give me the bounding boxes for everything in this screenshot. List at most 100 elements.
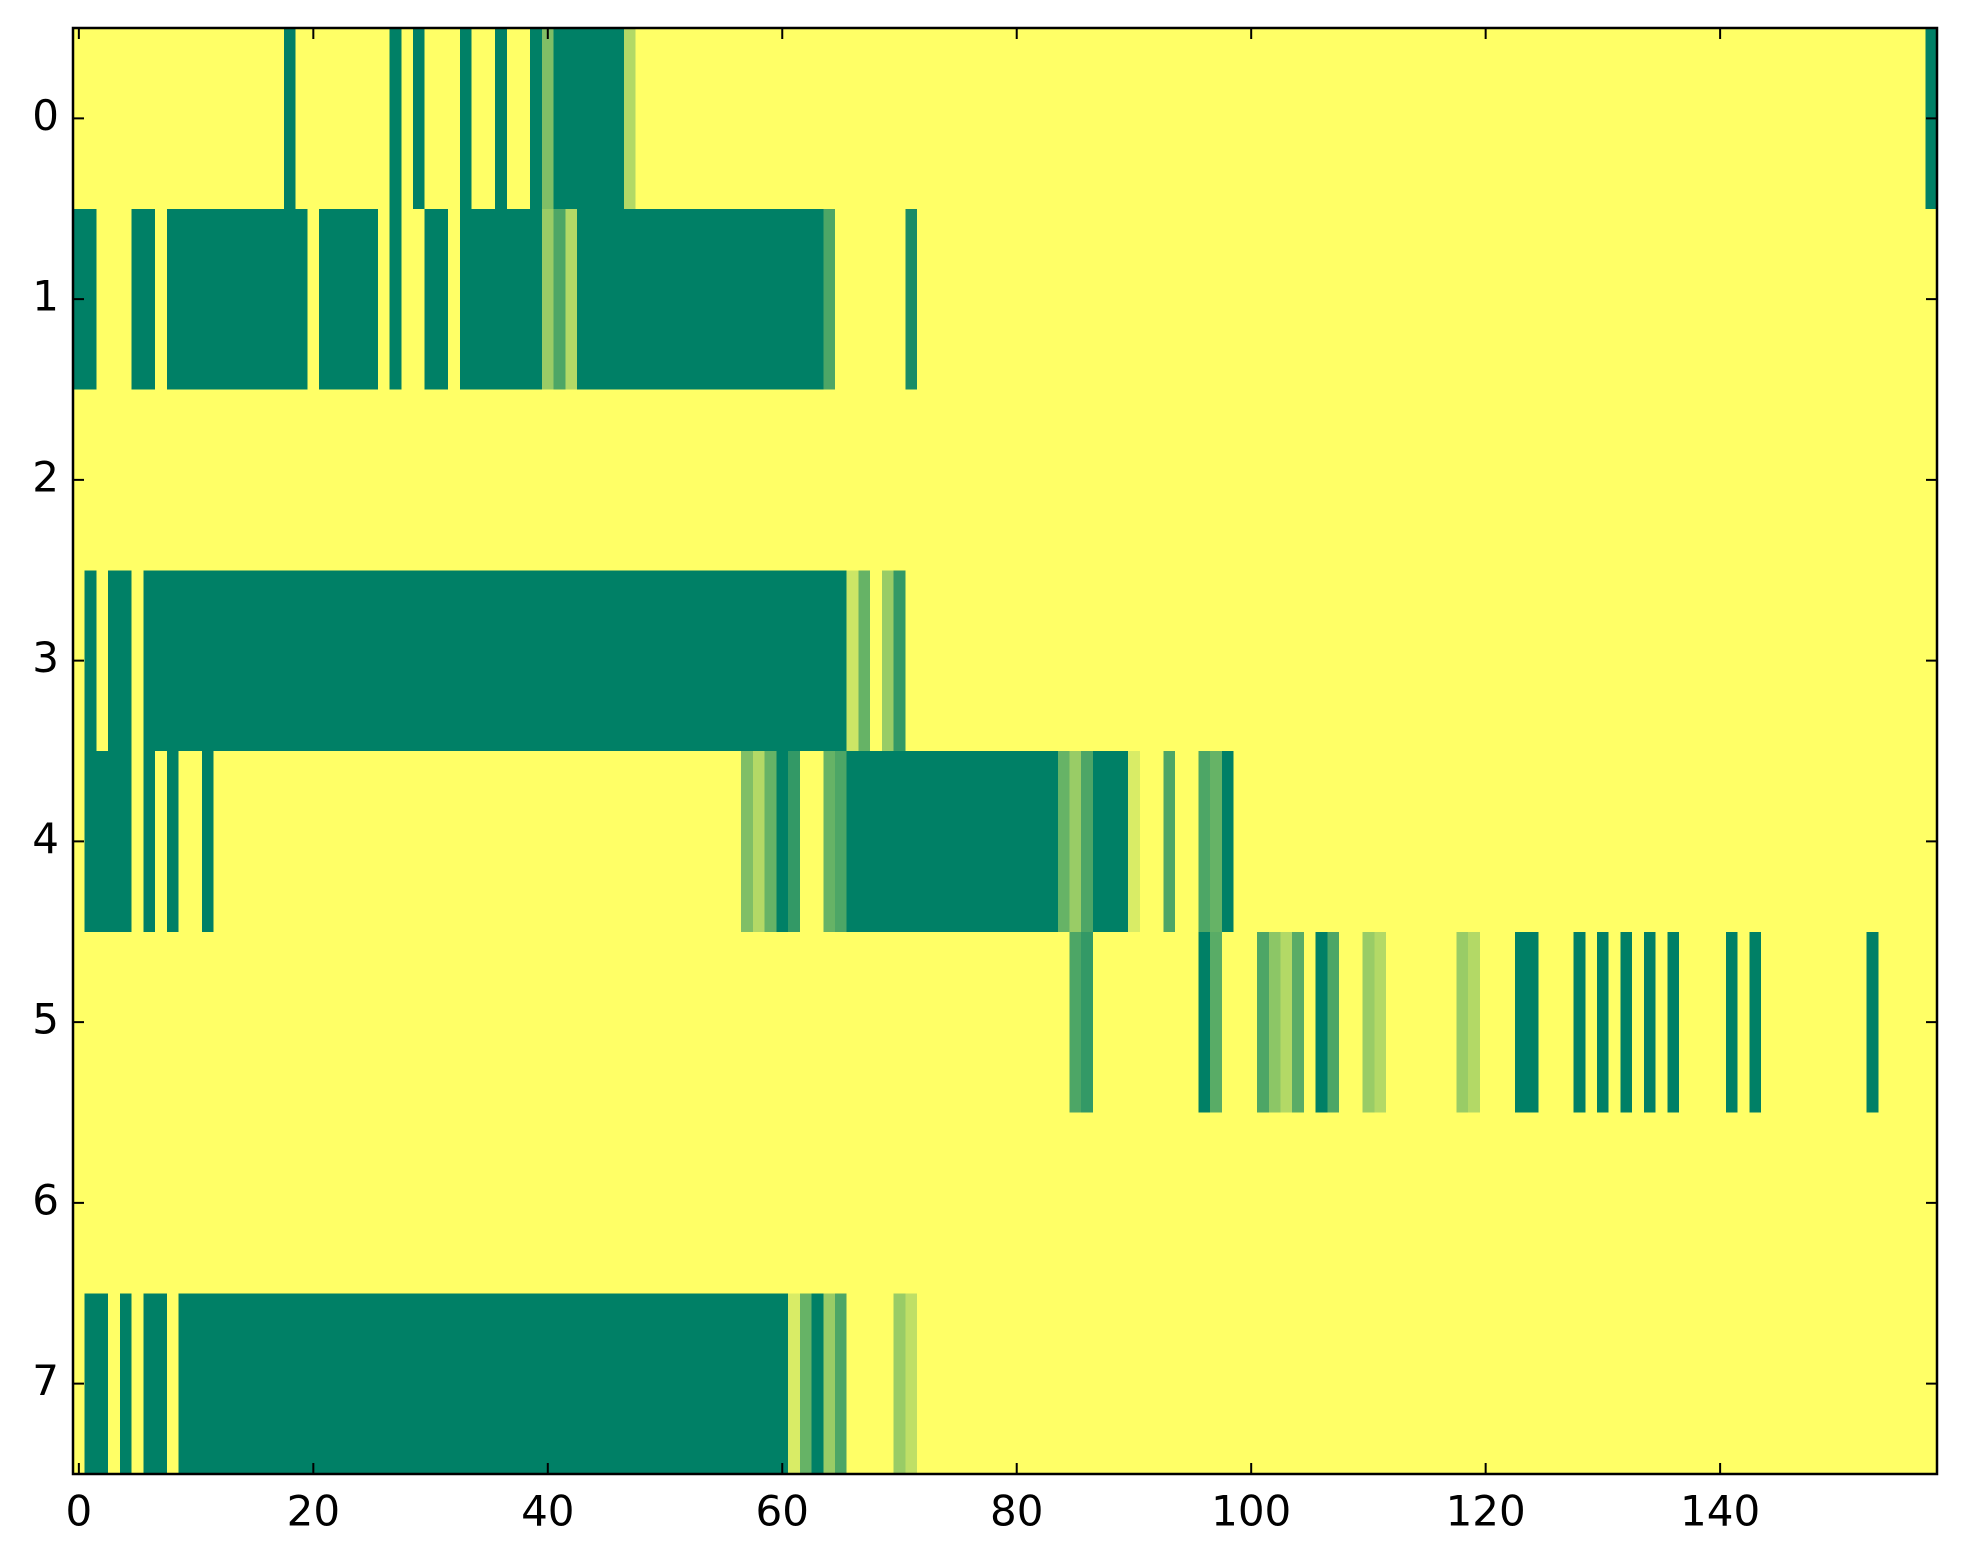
heatmap-cell — [553, 1293, 566, 1475]
heatmap-cell — [823, 1293, 836, 1475]
heatmap-cell — [835, 389, 848, 571]
heatmap-cell — [917, 28, 930, 210]
heatmap-cell — [131, 1112, 144, 1294]
heatmap-cell — [1667, 751, 1680, 933]
heatmap-cell — [143, 1112, 156, 1294]
heatmap-cell — [1198, 570, 1211, 752]
heatmap-cell — [1397, 389, 1411, 571]
heatmap-cell — [213, 931, 227, 1114]
heatmap-cell — [307, 570, 320, 752]
heatmap-cell — [131, 570, 144, 752]
heatmap-cell — [295, 389, 309, 571]
heatmap-cell — [799, 389, 813, 571]
heatmap-cell — [835, 751, 848, 933]
heatmap-cell — [1608, 28, 1622, 210]
heatmap-cell — [155, 751, 168, 933]
heatmap-cell — [1198, 1112, 1211, 1294]
heatmap-cell — [1022, 208, 1035, 391]
heatmap-cell — [1421, 751, 1434, 933]
heatmap-cell — [166, 570, 180, 752]
heatmap-cell — [1174, 28, 1188, 210]
heatmap-cell — [1303, 751, 1317, 933]
heatmap-cell — [1761, 1293, 1774, 1475]
heatmap-cell — [1386, 1293, 1399, 1475]
heatmap-cell — [389, 28, 402, 210]
heatmap-cell — [752, 931, 766, 1114]
heatmap-cell — [389, 208, 402, 391]
heatmap-cell — [1139, 751, 1153, 933]
heatmap-cell — [1561, 931, 1575, 1114]
heatmap-cell — [952, 751, 965, 933]
heatmap-cell — [1749, 208, 1762, 391]
heatmap-cell — [1585, 28, 1598, 210]
heatmap-cell — [1221, 751, 1235, 933]
heatmap-cell — [623, 208, 637, 391]
heatmap-cell — [905, 570, 918, 752]
heatmap-cell — [495, 570, 508, 752]
heatmap-cell — [530, 389, 543, 571]
heatmap-cell — [284, 751, 297, 933]
heatmap-cell — [1468, 570, 1481, 752]
heatmap-cell — [717, 208, 731, 391]
heatmap-cell — [389, 1112, 402, 1294]
heatmap-cell — [518, 570, 531, 752]
heatmap-cell — [1210, 28, 1223, 210]
heatmap-cell — [1737, 570, 1751, 752]
heatmap-cell — [155, 389, 168, 571]
heatmap-cell — [295, 1293, 309, 1475]
heatmap-cell — [1139, 389, 1153, 571]
heatmap-cell — [1890, 1112, 1903, 1294]
heatmap-cell — [893, 208, 906, 391]
heatmap-cell — [835, 931, 848, 1114]
heatmap-cell — [354, 389, 367, 571]
heatmap-cell — [659, 570, 672, 752]
heatmap-cell — [506, 28, 520, 210]
heatmap-cell — [307, 1112, 320, 1294]
heatmap-cell — [319, 931, 332, 1114]
heatmap-cell — [1362, 28, 1375, 210]
heatmap-cell — [1221, 389, 1235, 571]
heatmap-cell — [1597, 389, 1610, 571]
heatmap-cell — [84, 389, 98, 571]
heatmap-cell — [1010, 751, 1024, 933]
heatmap-cell — [729, 208, 742, 391]
heatmap-cell — [1350, 1293, 1364, 1475]
x-tick-label: 100 — [1211, 1487, 1291, 1536]
heatmap-cell — [1444, 208, 1457, 391]
heatmap-cell — [1761, 28, 1774, 210]
heatmap-cell — [1456, 751, 1469, 933]
heatmap-cell — [284, 1112, 297, 1294]
heatmap-cell — [1725, 1112, 1739, 1294]
heatmap-cell — [1151, 208, 1164, 391]
heatmap-cell — [1690, 751, 1704, 933]
heatmap-cell — [1092, 931, 1106, 1114]
heatmap-cell — [1667, 28, 1680, 210]
heatmap-cell — [1151, 751, 1164, 933]
heatmap-cell — [1643, 1112, 1657, 1294]
heatmap-cell — [893, 931, 906, 1114]
heatmap-cell — [1022, 570, 1035, 752]
heatmap-cell — [131, 208, 144, 391]
heatmap-cell — [987, 1293, 1000, 1475]
heatmap-cell — [600, 1293, 613, 1475]
heatmap-cell — [1081, 1112, 1094, 1294]
heatmap-cell — [1679, 208, 1692, 391]
heatmap-cell — [1362, 1112, 1375, 1294]
heatmap-cell — [694, 208, 707, 391]
heatmap-cell — [1526, 1112, 1540, 1294]
heatmap-cell — [178, 1112, 191, 1294]
heatmap-cell — [788, 389, 801, 571]
heatmap-cell — [1292, 570, 1305, 752]
heatmap-cell — [1257, 208, 1270, 391]
heatmap-cell — [1397, 570, 1411, 752]
heatmap-cell — [1350, 570, 1364, 752]
heatmap-cell — [366, 208, 379, 391]
heatmap-cell — [917, 570, 930, 752]
heatmap-cell — [1479, 570, 1493, 752]
heatmap-cell — [1315, 389, 1328, 571]
heatmap-cell — [799, 1112, 813, 1294]
heatmap-cell — [1233, 931, 1246, 1114]
heatmap-cell — [1491, 1293, 1504, 1475]
heatmap-cell — [1268, 389, 1282, 571]
heatmap-cell — [553, 28, 566, 210]
